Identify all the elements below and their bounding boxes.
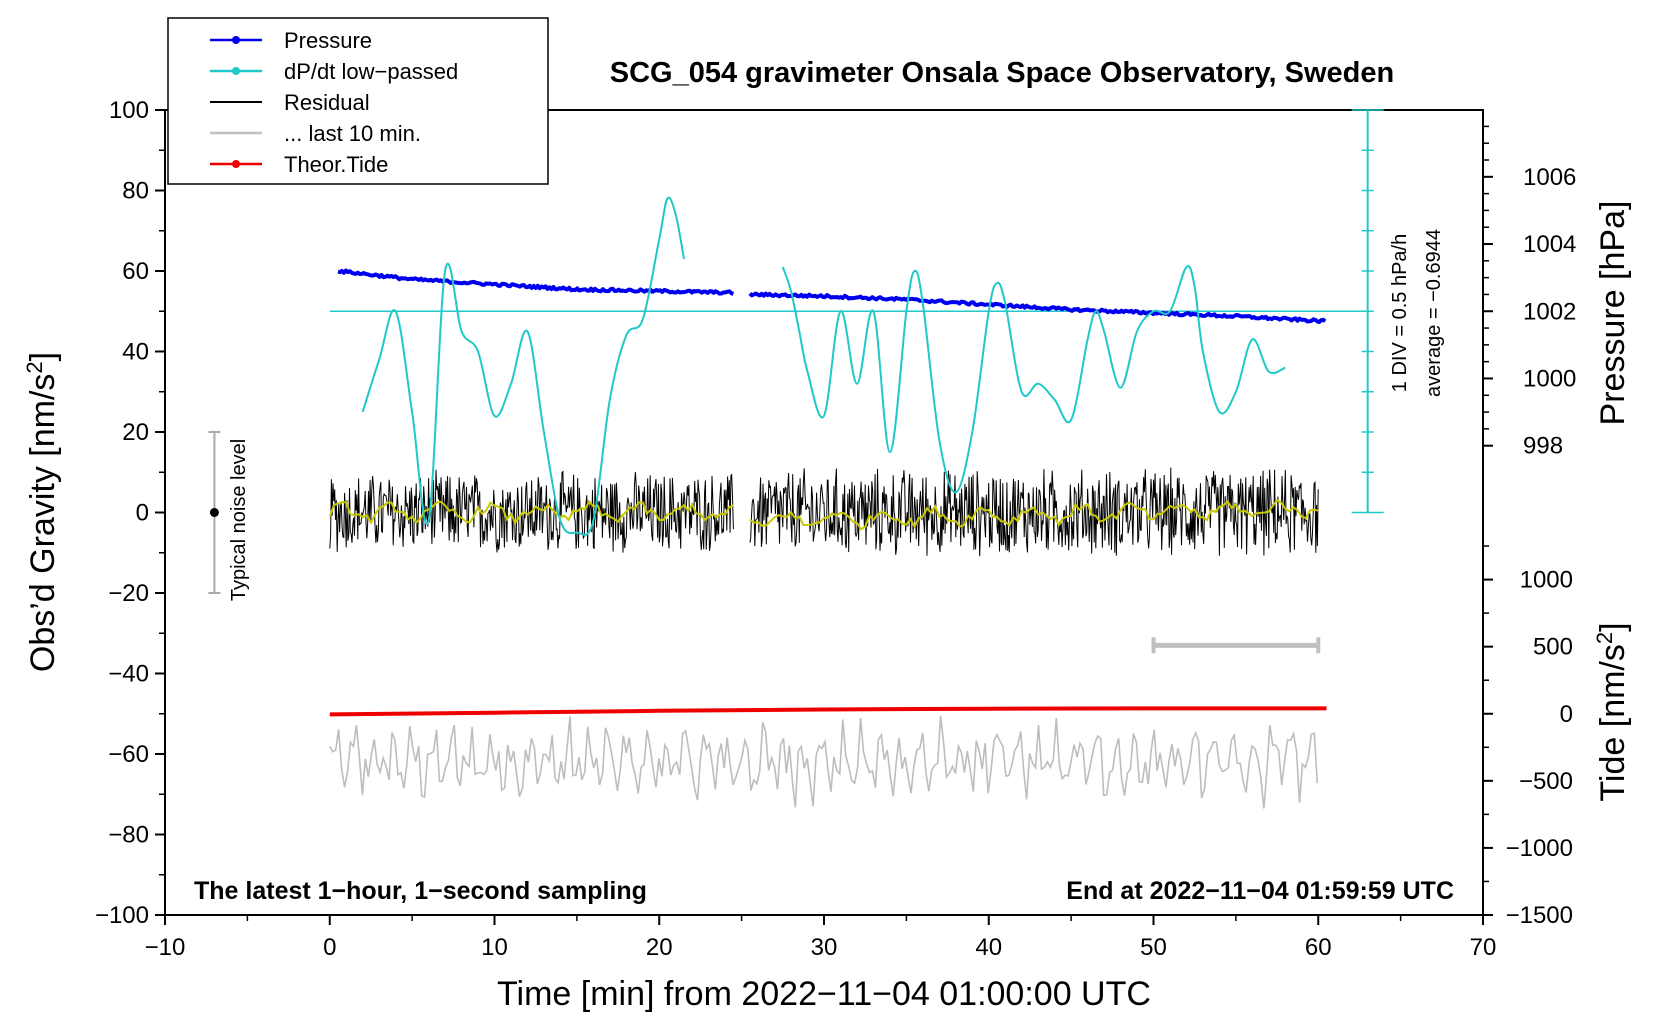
x-tick-label: −10	[145, 934, 186, 961]
gravity-tick-label: −80	[108, 822, 149, 849]
legend-entry: Residual	[210, 90, 370, 115]
pressure-tick-label: 1002	[1523, 298, 1576, 325]
x-tick-label: 50	[1140, 934, 1167, 961]
legend-box	[167, 17, 549, 185]
legend-entry: Pressure	[210, 28, 372, 53]
gravity-tick-label: −20	[108, 580, 149, 607]
legend-label: Theor.Tide	[284, 152, 388, 177]
gravity-tick-label: 20	[122, 419, 149, 446]
pressure-tick-label: 1004	[1523, 231, 1576, 258]
legend-marker	[232, 36, 240, 44]
dpdt-series-1	[361, 196, 685, 536]
legend-entry: dP/dt low−passed	[210, 59, 458, 84]
tide-tick-label: 500	[1533, 634, 1573, 661]
tide-tick-label: −1000	[1506, 835, 1573, 862]
tide-axis-title: Tide [nm/s2]	[1592, 622, 1632, 801]
dpdt-scale-label: 1 DIV = 0.5 hPa/h	[1389, 234, 1411, 392]
gravity-tick-label: −100	[95, 902, 149, 929]
dpdt-average-label: average = −0.6944	[1423, 229, 1445, 397]
gravity-tick-label: −40	[108, 661, 149, 688]
x-tick-label: 0	[323, 934, 336, 961]
x-tick-label: 20	[646, 934, 673, 961]
tide-axis: −1500 −1000 −500 0 500 1000	[1483, 545, 1573, 929]
series-layer	[328, 196, 1368, 809]
noise-bar-dot	[209, 508, 219, 517]
legend-label: ... last 10 min.	[284, 121, 421, 146]
bottom-left-note: The latest 1−hour, 1−second sampling	[194, 877, 647, 905]
residual-series-2	[749, 467, 1319, 557]
tide-tick-label: −500	[1519, 768, 1573, 795]
x-tick-label: 70	[1470, 934, 1497, 961]
dpdt-series-2	[781, 265, 1286, 494]
gravity-tick-label: 60	[122, 258, 149, 285]
x-tick-label: 30	[811, 934, 838, 961]
tide-tick-label: 0	[1560, 701, 1573, 728]
legend-entry: Theor.Tide	[210, 152, 388, 177]
last-10-min-bar	[1151, 637, 1321, 654]
legend-label: Residual	[284, 90, 370, 115]
gravity-tick-label: 100	[109, 97, 149, 124]
x-tick-label: 40	[975, 934, 1002, 961]
pressure-axis-title: Pressure [hPa]	[1594, 201, 1632, 426]
legend-label: Pressure	[284, 28, 372, 53]
last-10-min-series	[329, 716, 1319, 809]
gravity-tick-label: 40	[122, 339, 149, 366]
gravity-tick-label: 80	[122, 178, 149, 205]
gravity-axis-title: Obs’d Gravity [nm/s2]	[22, 352, 62, 672]
legend-label: dP/dt low−passed	[284, 59, 458, 84]
x-tick-label: 60	[1305, 934, 1332, 961]
residual-smoothed-series-2	[749, 499, 1319, 531]
tide-tick-label: 1000	[1520, 567, 1573, 594]
pressure-axis: 998 1000 1002 1004 1006	[1483, 125, 1576, 460]
gravity-tick-label: −60	[108, 741, 149, 768]
legend-marker	[232, 67, 240, 75]
tide-series	[329, 706, 1327, 717]
noise-level-bar	[208, 431, 221, 594]
pressure-tick-label: 998	[1523, 433, 1563, 460]
x-axis: −10 0 10 20 30 40 50 60 70	[145, 915, 1497, 961]
legend-marker	[232, 160, 240, 168]
legend-entry: ... last 10 min.	[210, 121, 421, 146]
dpdt-scale-bar	[1351, 109, 1384, 514]
legend: Pressure dP/dt low−passed Residual ... last…	[167, 17, 549, 185]
pressure-series-1	[337, 268, 734, 296]
chart-title: SCG_054 gravimeter Onsala Space Observat…	[610, 57, 1394, 89]
tide-tick-label: −1500	[1506, 902, 1573, 929]
x-axis-title: Time [min] from 2022−11−04 01:00:00 UTC	[497, 975, 1151, 1013]
pressure-series-2	[748, 291, 1327, 325]
gravity-tick-label: 0	[136, 500, 149, 527]
bottom-right-note: End at 2022−11−04 01:59:59 UTC	[1066, 877, 1454, 905]
residual-smoothed-series-1	[328, 499, 734, 525]
noise-level-label: Typical noise level	[228, 439, 250, 601]
residual-series-1	[329, 469, 734, 553]
gravity-axis: −100 −80 −60 −40 −20 0 20 40 60 80 100	[95, 97, 165, 929]
pressure-tick-label: 1000	[1523, 365, 1576, 392]
pressure-tick-label: 1006	[1523, 164, 1576, 191]
x-tick-label: 10	[481, 934, 508, 961]
